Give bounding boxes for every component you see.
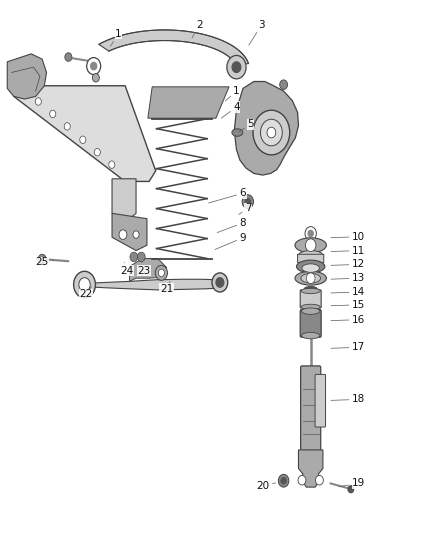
Polygon shape (112, 213, 147, 251)
Circle shape (242, 195, 254, 208)
Circle shape (38, 254, 46, 264)
Circle shape (74, 271, 95, 298)
Circle shape (35, 98, 41, 105)
Circle shape (227, 55, 246, 79)
Polygon shape (81, 279, 228, 290)
Circle shape (279, 474, 289, 487)
Circle shape (64, 123, 70, 130)
Circle shape (216, 278, 224, 287)
Text: 15: 15 (331, 300, 365, 310)
Circle shape (281, 478, 286, 484)
FancyBboxPatch shape (297, 254, 324, 263)
Text: 23: 23 (137, 262, 151, 276)
Text: 16: 16 (331, 314, 365, 325)
Circle shape (49, 110, 56, 118)
Ellipse shape (301, 308, 320, 314)
Circle shape (79, 278, 90, 292)
Ellipse shape (301, 304, 320, 310)
Ellipse shape (298, 251, 323, 261)
Circle shape (92, 74, 99, 82)
Ellipse shape (302, 264, 319, 272)
FancyBboxPatch shape (315, 374, 325, 427)
Text: 25: 25 (35, 257, 54, 267)
Ellipse shape (295, 271, 326, 285)
Polygon shape (234, 82, 298, 175)
Circle shape (119, 230, 127, 239)
Text: 3: 3 (249, 20, 265, 45)
Circle shape (261, 119, 283, 146)
Text: 20: 20 (256, 481, 276, 490)
Polygon shape (7, 54, 46, 99)
Circle shape (155, 265, 167, 280)
Polygon shape (112, 179, 136, 224)
Circle shape (267, 127, 276, 138)
Circle shape (305, 239, 316, 252)
Text: 18: 18 (331, 394, 365, 405)
Text: 4: 4 (221, 102, 240, 118)
Text: 12: 12 (331, 260, 365, 269)
Circle shape (133, 231, 139, 238)
Circle shape (348, 486, 354, 493)
FancyBboxPatch shape (300, 310, 321, 337)
Circle shape (109, 161, 115, 168)
Polygon shape (130, 259, 166, 281)
Text: 24: 24 (120, 262, 133, 276)
Text: 8: 8 (217, 218, 246, 232)
Ellipse shape (295, 238, 326, 253)
Circle shape (232, 62, 241, 72)
FancyBboxPatch shape (300, 290, 321, 308)
Circle shape (130, 252, 138, 262)
Circle shape (65, 53, 72, 61)
Text: 1: 1 (226, 86, 240, 101)
Circle shape (280, 80, 288, 90)
Text: 7: 7 (239, 203, 251, 214)
Circle shape (315, 475, 323, 485)
Circle shape (305, 227, 316, 240)
Circle shape (212, 273, 228, 292)
Text: 21: 21 (160, 281, 173, 294)
Circle shape (245, 198, 251, 205)
Polygon shape (99, 30, 248, 65)
Text: 22: 22 (79, 287, 92, 299)
Circle shape (138, 252, 145, 262)
Circle shape (158, 269, 164, 277)
Text: 10: 10 (331, 232, 365, 242)
Ellipse shape (301, 273, 321, 283)
FancyBboxPatch shape (300, 366, 321, 451)
Text: 6: 6 (208, 188, 246, 203)
Text: 9: 9 (215, 233, 246, 249)
Text: 1: 1 (110, 29, 122, 46)
Text: 19: 19 (339, 479, 365, 488)
Text: 2: 2 (192, 20, 203, 38)
Circle shape (91, 62, 97, 70)
Circle shape (94, 149, 100, 156)
Ellipse shape (297, 260, 325, 273)
Text: 14: 14 (331, 287, 365, 297)
Circle shape (298, 475, 306, 485)
Ellipse shape (301, 288, 320, 294)
Ellipse shape (232, 129, 243, 136)
Circle shape (87, 58, 101, 75)
Polygon shape (148, 87, 229, 118)
Circle shape (253, 110, 290, 155)
Text: 5: 5 (239, 119, 254, 132)
Circle shape (306, 273, 315, 284)
Ellipse shape (304, 286, 317, 291)
Polygon shape (14, 86, 155, 181)
Circle shape (80, 136, 86, 143)
Text: 13: 13 (331, 273, 365, 283)
Text: 11: 11 (331, 246, 365, 255)
Polygon shape (298, 450, 323, 487)
Circle shape (22, 86, 28, 94)
Ellipse shape (301, 333, 320, 339)
Text: 17: 17 (331, 342, 365, 352)
Circle shape (308, 230, 313, 237)
